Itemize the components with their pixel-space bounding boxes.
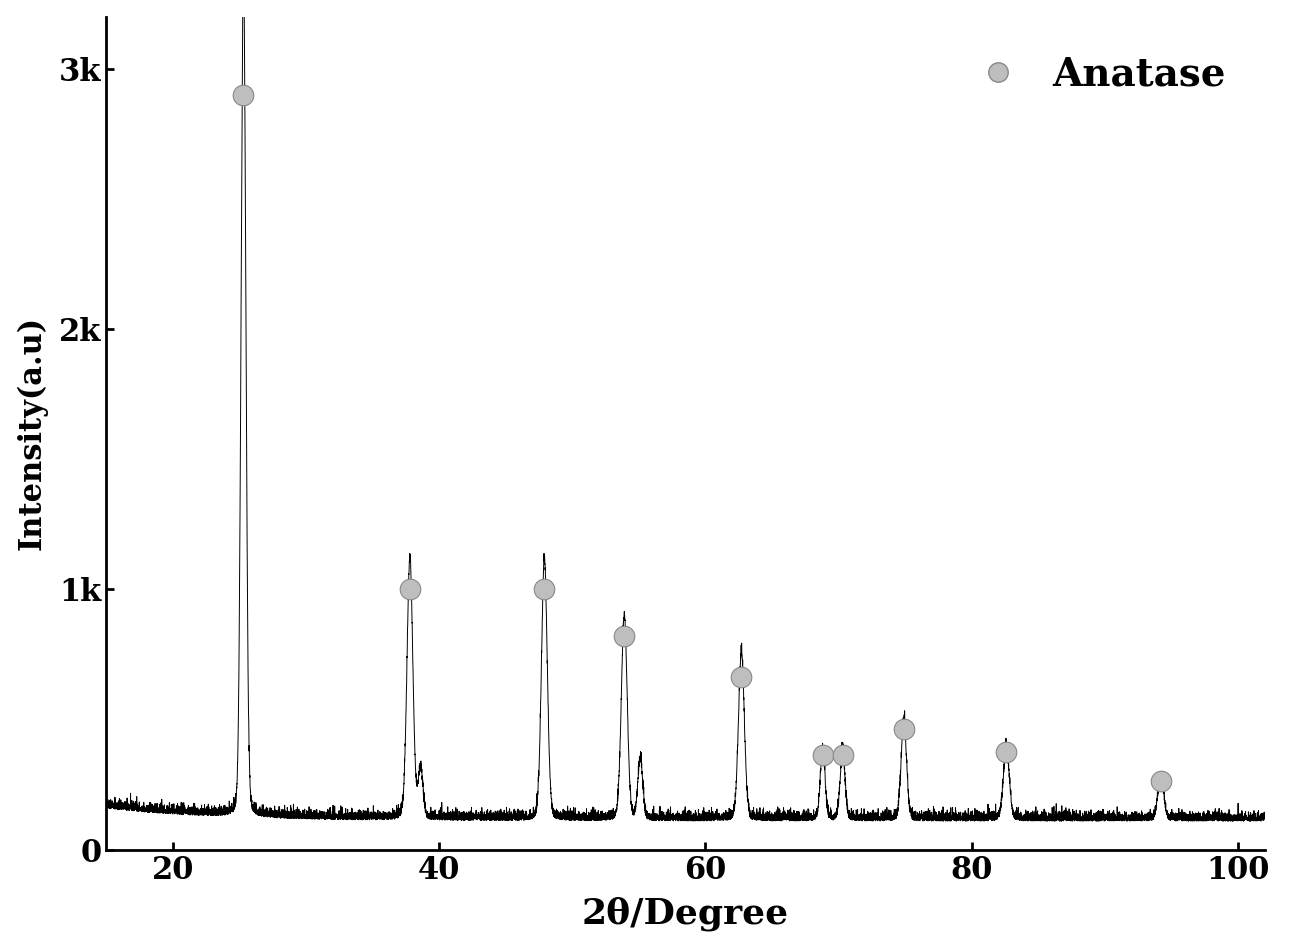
Point	[832, 747, 853, 762]
Legend: Anatase: Anatase	[939, 36, 1245, 113]
Point	[614, 629, 635, 644]
Point	[996, 744, 1017, 759]
Point	[894, 721, 915, 737]
Point	[1151, 774, 1171, 789]
Point	[400, 582, 421, 597]
Point	[731, 669, 752, 684]
X-axis label: 2θ/Degree: 2θ/Degree	[582, 897, 789, 931]
Point	[233, 87, 254, 102]
Point	[813, 747, 833, 762]
Point	[534, 582, 555, 597]
Y-axis label: Intensity(a.u): Intensity(a.u)	[17, 317, 48, 551]
